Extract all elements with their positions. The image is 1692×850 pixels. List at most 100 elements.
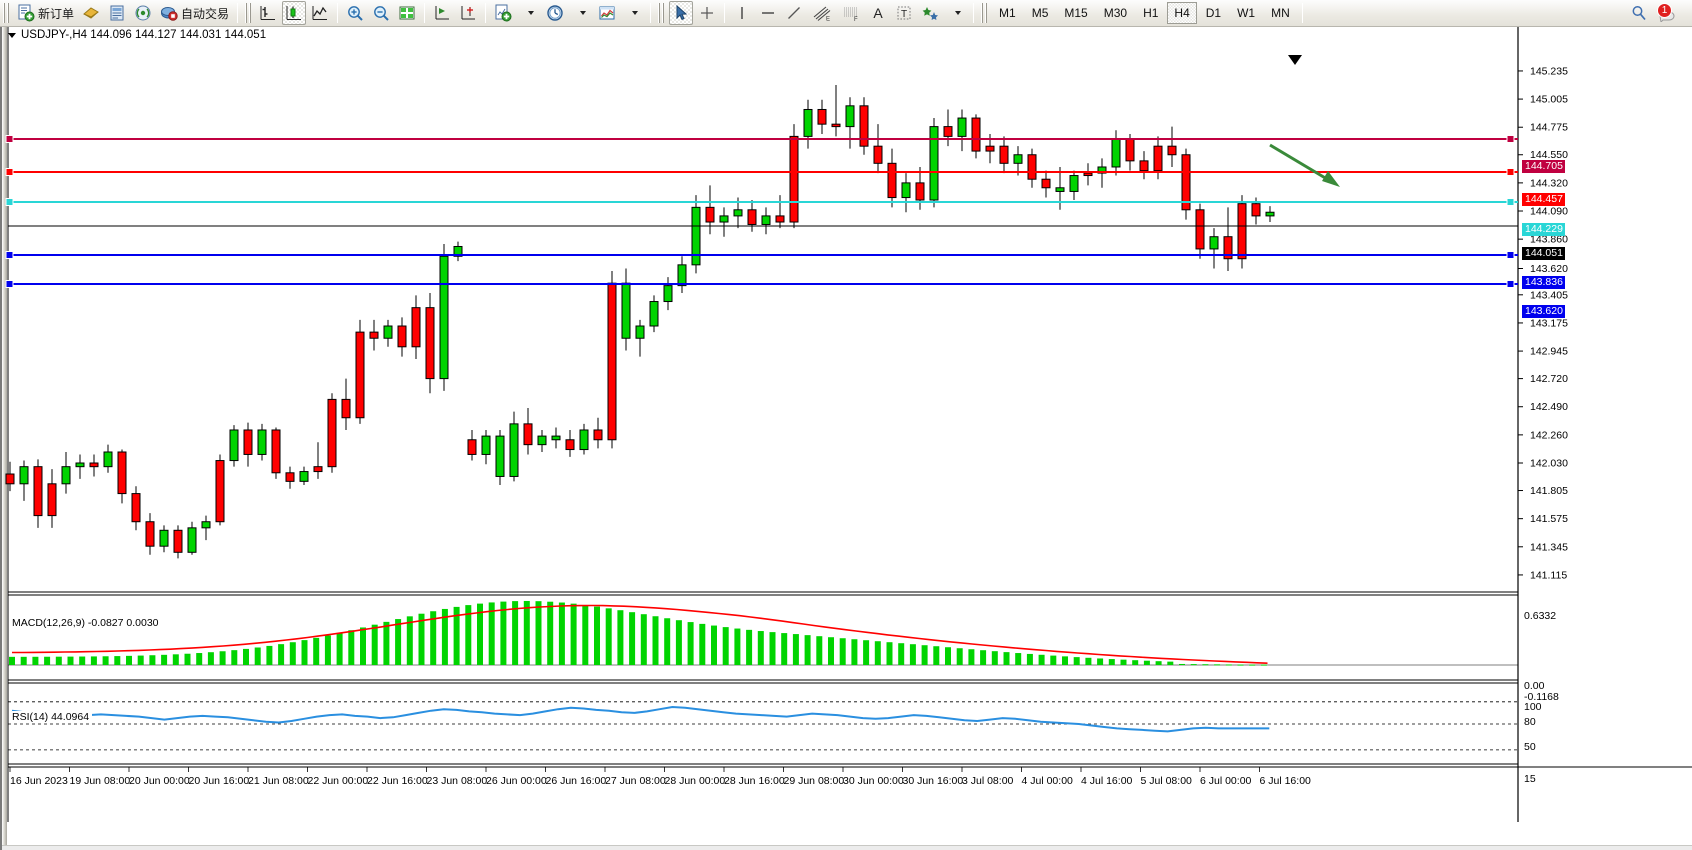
macd-histogram-bar	[1085, 657, 1092, 665]
bar-chart-icon	[260, 6, 276, 20]
price-tick-label: 144.320	[1530, 177, 1568, 189]
shapes-button[interactable]	[918, 1, 942, 25]
macd-histogram-bar	[1062, 656, 1068, 665]
toolbar-separator-7	[973, 3, 975, 23]
candle-down	[1125, 138, 1135, 162]
candle-down	[1027, 154, 1037, 180]
macd-histogram-bar	[1026, 653, 1033, 665]
timeframe-w1[interactable]: W1	[1237, 6, 1256, 20]
macd-histogram-bar	[289, 642, 296, 665]
chart-symbol-header[interactable]: USDJPY-,H4 144.096 144.127 144.031 144.0…	[8, 29, 266, 41]
periodicity-button[interactable]	[543, 1, 567, 25]
chart-shift-button[interactable]	[430, 1, 454, 25]
equidistant-channel-button[interactable]: E	[808, 1, 836, 25]
chevron-down-icon[interactable]	[8, 32, 16, 38]
macd-scale-zero: 0.00	[1524, 680, 1545, 692]
macd-histogram-bar	[722, 627, 729, 665]
timeframe-h4[interactable]: H4	[1167, 2, 1197, 24]
chart-window[interactable]: USDJPY-,H4 144.096 144.127 144.031 144.0…	[0, 27, 1692, 850]
timeframe-m1[interactable]: M1	[999, 6, 1016, 20]
zoom-out-button[interactable]	[369, 1, 393, 25]
macd-histogram-bar	[1167, 661, 1174, 665]
zoom-in-button[interactable]	[343, 1, 367, 25]
level-line-group	[5, 135, 1518, 288]
text-button[interactable]: T	[892, 1, 916, 25]
price-tag-144.705: 144.705	[1522, 160, 1565, 173]
candle-up	[845, 105, 855, 128]
rsi-indicator	[8, 701, 1518, 751]
mailbox-button[interactable]: 1	[1653, 1, 1683, 25]
candle-up	[803, 108, 813, 137]
fibonacci-icon: F	[844, 7, 858, 22]
timeframe-h1[interactable]: H1	[1143, 6, 1159, 20]
macd-histogram-bar	[851, 639, 858, 665]
macd-histogram-bar	[991, 651, 998, 665]
toolbar-grip[interactable]	[3, 3, 10, 23]
chart-canvas[interactable]: 145.235 145.005 144.775 144.550 144.320 144.0…	[2, 27, 1692, 850]
chart-properties-button[interactable]	[395, 1, 419, 25]
macd-histogram-bar	[594, 606, 600, 665]
macd-histogram-bar	[44, 656, 51, 665]
candle-up	[19, 466, 29, 485]
toolbar-grip-tools[interactable]	[658, 3, 666, 23]
chart-left-grip[interactable]	[2, 27, 7, 850]
vertical-line-button[interactable]	[730, 1, 754, 25]
crosshair-button[interactable]	[695, 1, 719, 25]
price-tag-143.620: 143.620	[1522, 305, 1565, 318]
macd-histogram-bar	[1179, 663, 1185, 665]
new-order-button[interactable]: 新订单	[14, 1, 77, 25]
new-chart-button[interactable]	[491, 1, 515, 25]
new-chart-dropdown[interactable]	[517, 1, 541, 25]
candle-up	[201, 521, 211, 529]
templates-dropdown[interactable]	[621, 1, 645, 25]
autotrading-button[interactable]: 自动交易	[157, 1, 232, 25]
search-button[interactable]	[1627, 1, 1651, 25]
timeframe-m15[interactable]: M15	[1064, 6, 1088, 20]
signals-button[interactable]	[131, 1, 155, 25]
crosshair-icon	[701, 7, 714, 19]
macd-histogram-bar	[1237, 664, 1244, 666]
horizontal-line-button[interactable]	[756, 1, 780, 25]
expert-advisors-button[interactable]	[79, 1, 103, 25]
timeframe-m5[interactable]: M5	[1031, 6, 1049, 20]
periodicity-dropdown[interactable]	[569, 1, 593, 25]
toolbar-grip-charts[interactable]	[245, 3, 253, 23]
cursor-button[interactable]	[669, 1, 694, 25]
candlestick-chart-button[interactable]	[282, 1, 307, 25]
timeframe-m30[interactable]: M30	[1103, 6, 1128, 20]
candle-up	[1069, 175, 1079, 192]
data-window-button[interactable]	[105, 1, 129, 25]
window-bottom-bar	[2, 845, 1692, 850]
trendline-button[interactable]	[782, 1, 806, 25]
zoom-out-icon	[374, 6, 389, 21]
candle-up	[103, 451, 113, 468]
candle-down	[1167, 145, 1177, 156]
macd-histogram-bar	[746, 629, 753, 665]
time-tick-label: 30 Jun 00:00	[843, 775, 904, 787]
toolbar-grip-timeframes[interactable]	[981, 3, 989, 23]
line-chart-button[interactable]	[308, 1, 332, 25]
candle-up	[761, 215, 771, 225]
candlestick-chart-icon	[286, 6, 302, 20]
forecast-arrow[interactable]	[1269, 143, 1340, 187]
price-tick-label: 142.720	[1530, 373, 1568, 385]
shapes-dropdown[interactable]	[944, 1, 968, 25]
timeframe-d1[interactable]: D1	[1205, 6, 1222, 20]
rsi-scale-50: 50	[1524, 741, 1536, 753]
toolbar-separator-6	[724, 3, 726, 23]
autoscroll-button[interactable]	[456, 1, 480, 25]
bar-chart-button[interactable]	[256, 1, 280, 25]
macd-histogram-bar	[1249, 664, 1256, 666]
text-label-button[interactable]: A	[866, 1, 890, 25]
timeframe-mn[interactable]: MN	[1271, 6, 1290, 20]
time-tick-label: 23 Jun 08:00	[427, 775, 488, 787]
macd-histogram-bar	[699, 623, 706, 665]
time-tick-label: 16 Jun 2023	[10, 775, 68, 787]
templates-button[interactable]	[595, 1, 619, 25]
svg-text:E: E	[826, 17, 830, 23]
fibonacci-button[interactable]: F	[838, 1, 864, 25]
macd-histogram-bar	[207, 652, 214, 665]
price-tick-label: 144.775	[1530, 122, 1568, 134]
macd-histogram-bar	[558, 602, 565, 665]
macd-histogram-bar	[418, 613, 425, 665]
